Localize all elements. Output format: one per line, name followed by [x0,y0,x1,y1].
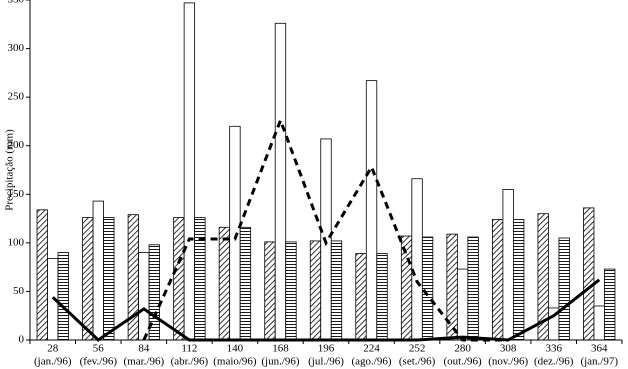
bar [173,217,185,341]
y-tick-label: 250 [8,91,25,103]
bar [376,253,388,341]
bar [82,217,94,341]
x-tick-sublabel: (jan./96) [34,356,72,368]
x-tick-sublabel: (out./96) [444,356,483,368]
x-tick-sublabel: (maio/96) [213,356,257,368]
x-tick-sublabel: (fev./96) [80,356,118,368]
bar [274,22,287,341]
bar [138,252,150,341]
bar [421,236,434,341]
bar [36,209,48,341]
y-axis-title: Precipitação (mm) [4,129,16,211]
bar [194,217,206,341]
bar [456,268,469,341]
x-tick-label: 168 [272,343,289,355]
bar [355,253,367,341]
x-tick-label: 56 [93,343,105,355]
x-tick-label: 140 [227,343,244,355]
y-tick-label: 50 [13,285,25,297]
x-tick-label: 280 [454,343,471,355]
bar [411,178,423,341]
y-tick-label: 350 [8,0,25,6]
y-tick-label: 300 [8,42,25,54]
x-tick-sublabel: (mar./96) [124,356,165,368]
bar [330,240,343,341]
x-tick-label: 336 [545,343,562,355]
x-tick-sublabel: (jan./97) [580,356,618,368]
bar [309,240,322,341]
x-tick-label: 196 [318,343,335,355]
bar [467,236,479,341]
x-tick-label: 112 [181,343,197,355]
y-tick-label: 0 [19,334,25,346]
bar [604,268,616,341]
bar [127,214,139,341]
bar [365,80,378,341]
bar [492,219,504,341]
bar [285,241,297,341]
bar [103,217,115,341]
x-tick-label: 308 [500,343,517,355]
x-tick-label: 252 [409,343,426,355]
bar [239,226,252,341]
bar [218,226,231,341]
bar [57,252,69,341]
x-tick-sublabel: (jun./96) [261,356,300,368]
bar [558,237,570,341]
bar [593,305,605,341]
x-tick-sublabel: (jul./96) [308,356,344,368]
bar [583,207,595,341]
x-tick-label: 224 [363,343,380,355]
bar [183,2,196,341]
x-tick-sublabel: (dez./96) [534,356,574,368]
y-tick-label: 100 [8,236,25,248]
bar [264,241,276,341]
y-tick-label: 200 [8,139,25,151]
bar [92,200,104,341]
bar [513,219,525,341]
x-tick-sublabel: (set./96) [399,356,436,368]
line [142,116,509,342]
y-tick-label: 150 [8,188,25,200]
x-tick-sublabel: (ago./96) [352,356,392,368]
x-tick-sublabel: (nov./96) [488,356,528,368]
x-tick-label: 364 [591,343,608,355]
bar [502,189,514,341]
x-tick-sublabel: (abr./96) [171,356,209,368]
x-tick-label: 28 [47,343,59,355]
bar [229,125,241,341]
x-tick-label: 84 [138,343,150,355]
line [51,278,601,342]
